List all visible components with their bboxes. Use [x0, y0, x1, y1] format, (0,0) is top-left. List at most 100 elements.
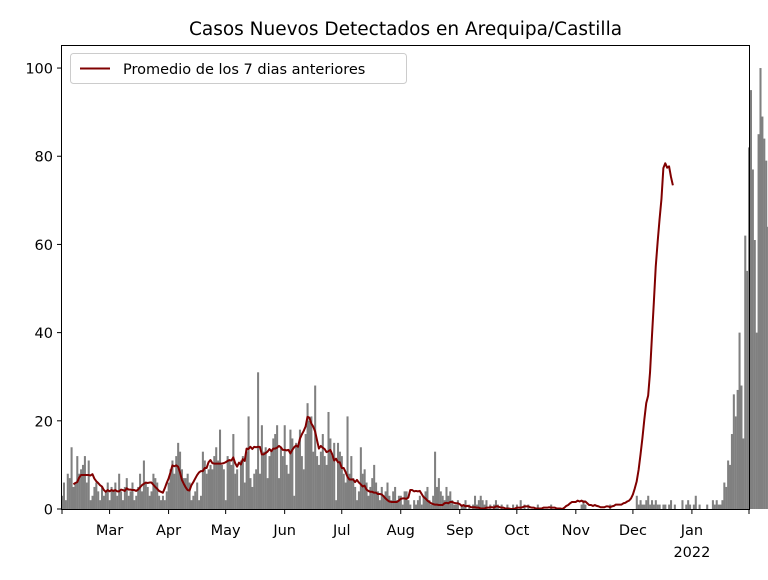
daily-cases-bar	[350, 456, 353, 509]
daily-cases-bar	[239, 460, 242, 509]
daily-cases-bar	[179, 451, 182, 509]
daily-cases-bar	[220, 464, 223, 509]
daily-cases-bar	[72, 486, 75, 509]
daily-cases-bar	[635, 495, 638, 509]
daily-cases-bar	[203, 460, 206, 509]
daily-cases-bar	[283, 425, 286, 509]
bars-layer	[61, 68, 768, 510]
daily-cases-bar	[420, 504, 423, 509]
x-tick-label: May	[211, 523, 241, 539]
daily-cases-bar	[158, 495, 161, 509]
daily-cases-bar	[418, 495, 421, 509]
daily-cases-bar	[241, 456, 244, 509]
daily-cases-bar	[245, 451, 248, 509]
daily-cases-bar	[319, 451, 322, 509]
daily-cases-bar	[228, 460, 231, 509]
daily-cases-bar	[112, 491, 115, 509]
daily-cases-bar	[298, 429, 301, 509]
daily-cases-bar	[61, 495, 64, 509]
x-tick-label: Jul	[332, 523, 351, 539]
x-tick-label: Oct	[504, 523, 529, 539]
daily-cases-bar	[89, 500, 92, 509]
daily-cases-bar	[536, 504, 539, 509]
daily-cases-bar	[390, 500, 393, 509]
daily-cases-bar	[127, 495, 130, 509]
daily-cases-bar	[83, 456, 86, 509]
daily-cases-bar	[201, 451, 204, 509]
daily-cases-bar	[477, 500, 480, 509]
daily-cases-bar	[749, 90, 752, 509]
daily-cases-bar	[367, 495, 370, 509]
daily-cases-bar	[215, 447, 218, 509]
daily-cases-bar	[295, 442, 298, 509]
daily-cases-bar	[314, 385, 317, 509]
daily-cases-bar	[300, 456, 303, 509]
daily-cases-bar	[302, 469, 305, 509]
daily-cases-bar	[87, 460, 90, 509]
daily-cases-bar	[276, 425, 279, 509]
daily-cases-bar	[449, 491, 452, 509]
daily-cases-bar	[437, 478, 440, 509]
daily-cases-bar	[432, 495, 435, 509]
daily-cases-bar	[287, 473, 290, 509]
x-tick-label: Aug	[387, 523, 415, 539]
daily-cases-bar	[361, 473, 364, 509]
daily-cases-bar	[352, 478, 355, 509]
daily-cases-bar	[742, 438, 745, 509]
daily-cases-bar	[308, 420, 311, 509]
daily-cases-bar	[456, 500, 459, 509]
daily-cases-bar	[194, 491, 197, 509]
daily-cases-bar	[740, 385, 743, 509]
daily-cases-bar	[409, 504, 412, 509]
rolling-average-line	[72, 162, 674, 510]
daily-cases-bar	[441, 495, 444, 509]
daily-cases-bar	[144, 482, 147, 509]
daily-cases-bar	[78, 473, 81, 509]
daily-cases-bar	[81, 464, 85, 509]
y-tick-label: 80	[35, 150, 53, 166]
daily-cases-bar	[765, 160, 768, 509]
daily-cases-bar	[738, 332, 741, 509]
daily-cases-bar	[344, 482, 347, 509]
daily-cases-bar	[641, 504, 644, 509]
daily-cases-bar	[139, 473, 142, 509]
daily-cases-bar	[649, 504, 652, 509]
daily-cases-bar	[104, 491, 107, 509]
daily-cases-bar	[394, 486, 397, 509]
daily-cases-bar	[687, 500, 690, 509]
daily-cases-bar	[198, 500, 201, 509]
daily-cases-bar	[156, 482, 159, 509]
daily-cases-bar	[723, 482, 726, 509]
daily-cases-bar	[173, 473, 176, 509]
daily-cases-bar	[717, 504, 720, 509]
daily-cases-bar	[91, 495, 94, 509]
daily-cases-bar	[289, 429, 292, 509]
daily-cases-bar	[365, 482, 368, 509]
daily-cases-bar	[97, 491, 100, 509]
daily-cases-bar	[222, 469, 225, 509]
daily-cases-bar	[165, 491, 168, 509]
daily-cases-bar	[182, 478, 185, 509]
daily-cases-bar	[512, 504, 515, 509]
y-tick-label: 100	[25, 62, 53, 78]
daily-cases-bar	[188, 482, 191, 509]
daily-cases-bar	[62, 482, 65, 509]
daily-cases-bar	[725, 486, 728, 509]
daily-cases-bar	[190, 500, 193, 509]
daily-cases-bar	[285, 464, 288, 509]
daily-cases-bar	[316, 456, 319, 509]
daily-cases-bar	[125, 478, 128, 509]
daily-cases-bar	[219, 429, 222, 509]
daily-cases-bar	[274, 434, 277, 509]
daily-cases-bar	[268, 456, 271, 509]
daily-cases-bar	[137, 486, 140, 509]
daily-cases-bar	[297, 447, 300, 509]
daily-cases-bar	[715, 500, 718, 509]
daily-cases-bar	[662, 504, 665, 509]
daily-cases-bar	[238, 495, 241, 509]
daily-cases-bar	[506, 504, 509, 509]
daily-cases-bar	[652, 504, 655, 509]
daily-cases-bar	[424, 491, 427, 509]
daily-cases-bar	[681, 500, 684, 509]
